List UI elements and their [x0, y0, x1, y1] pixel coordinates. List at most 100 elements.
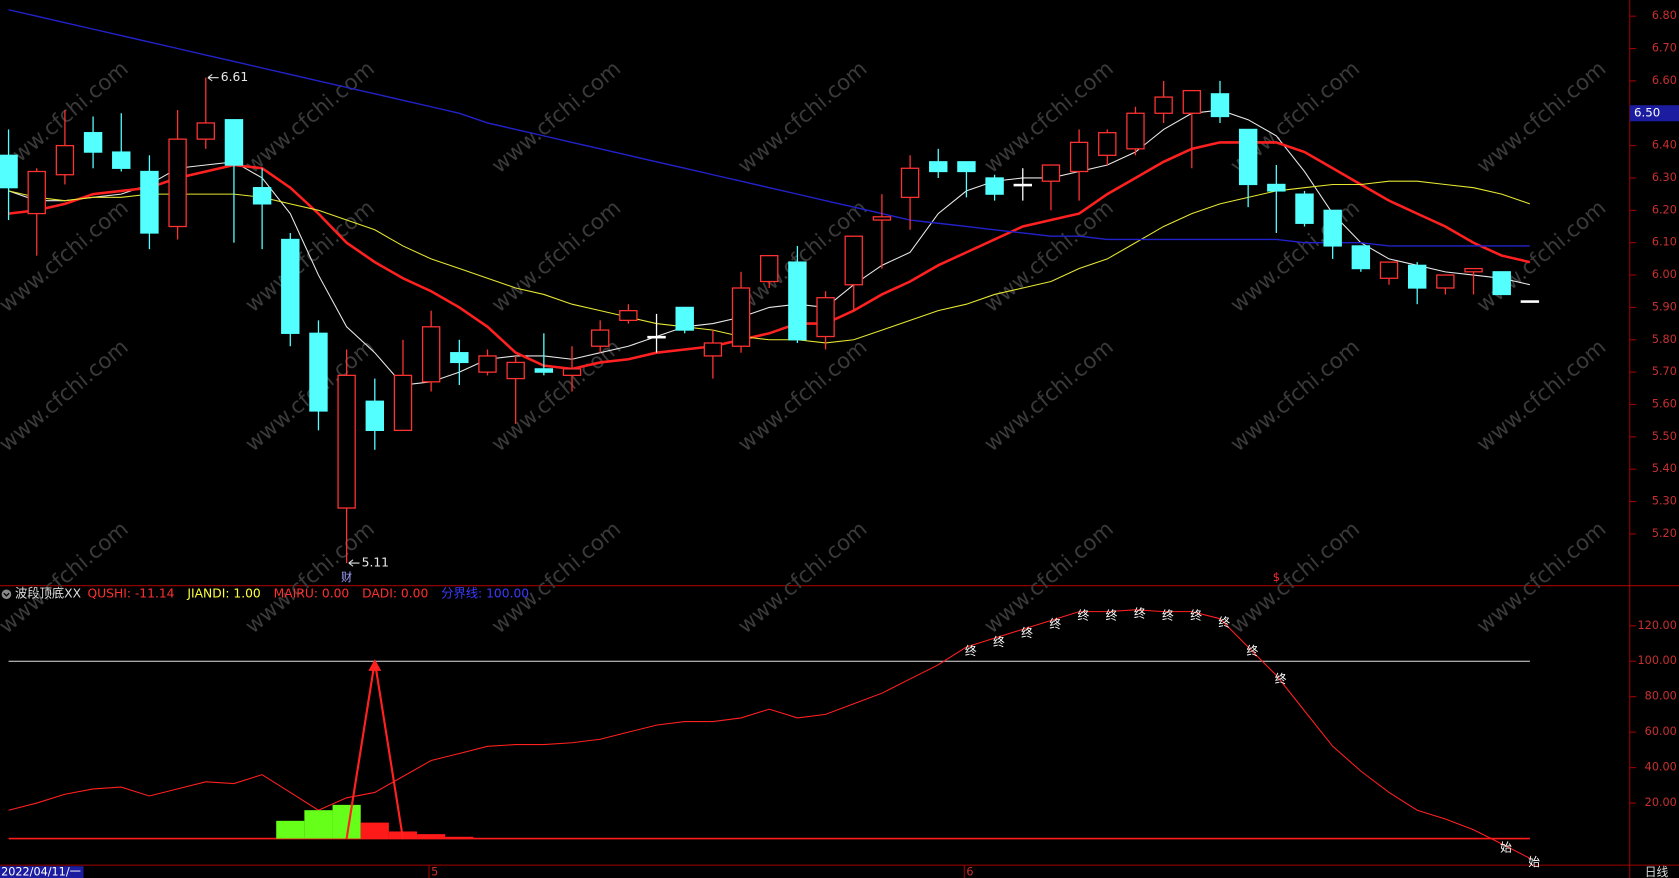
candle-body: [929, 161, 948, 173]
y-tick-label: 6.80: [1652, 9, 1677, 22]
candle-body: [675, 306, 694, 331]
candle-body: [1464, 267, 1483, 273]
candle-body: [27, 170, 46, 215]
annotation-label: 6.61: [221, 70, 248, 84]
y-tick-label: 60.00: [1645, 725, 1677, 738]
signal-label: 终: [1190, 608, 1202, 622]
candle-body: [1013, 183, 1032, 187]
candle-body: [55, 144, 75, 176]
candle-body: [1154, 96, 1173, 114]
candle-body: [478, 355, 497, 373]
y-tick-label: 5.50: [1652, 430, 1677, 443]
candle-body: [703, 342, 723, 357]
indicator-readout: JIANDI: 1.00: [186, 587, 260, 601]
signal-label: 终: [965, 644, 977, 658]
y-tick-label: 20.00: [1645, 796, 1677, 809]
candle-body: [1407, 264, 1427, 289]
candle-body: [590, 329, 610, 347]
y-tick-label: 5.60: [1652, 397, 1677, 410]
y-tick-label: 5.40: [1652, 462, 1677, 475]
signal-label: 始: [1500, 841, 1512, 855]
x-tick-label: 6: [966, 866, 973, 878]
candle-body: [900, 167, 920, 199]
indicator-line: [8, 609, 1531, 859]
indicator-bar: [276, 820, 305, 839]
signal-label: 终: [1106, 608, 1118, 622]
candle-body: [140, 170, 159, 234]
candle-body: [393, 374, 413, 432]
collapse-icon: [1, 589, 12, 600]
candle-body: [1267, 183, 1286, 192]
candle-body: [196, 122, 215, 140]
candle-body: [1323, 209, 1342, 247]
y-tick-label: 5.30: [1652, 495, 1677, 508]
candle-body: [365, 400, 385, 432]
candle-body: [1098, 132, 1117, 156]
candle-body: [112, 151, 131, 169]
candle-body: [731, 287, 751, 347]
signal-label: 终: [1275, 672, 1287, 686]
annotation-arrow: [348, 559, 360, 567]
indicator-bar: [304, 810, 333, 839]
ma-line: [8, 141, 1531, 371]
ma-line: [8, 9, 1530, 247]
candle-body: [337, 374, 356, 509]
signal-label: 终: [1162, 608, 1174, 622]
event-marker: $: [1273, 571, 1280, 584]
candle-body: [985, 177, 1004, 195]
y-tick-label: 6.00: [1652, 268, 1677, 281]
candle-body: [760, 254, 779, 283]
candle-body: [83, 132, 103, 153]
candle-body: [1069, 141, 1089, 173]
candle-body: [1041, 164, 1061, 182]
y-tick-label: 6.20: [1652, 203, 1677, 216]
candle-body: [421, 326, 441, 383]
y-tick-label: 6.40: [1652, 139, 1677, 152]
indicator-readout: 分界线: 100.00: [441, 587, 529, 601]
signal-label: 终: [993, 635, 1005, 649]
signal-label: 终: [1247, 644, 1259, 658]
y-tick-label: 6.60: [1652, 74, 1677, 87]
candle-body: [1379, 261, 1399, 279]
candle-body: [224, 119, 244, 166]
indicator-readout: QUSHI: -11.14: [87, 587, 174, 601]
signal-label: 终: [1218, 615, 1230, 629]
x-tick-label: 5: [431, 866, 438, 878]
candle-body: [1182, 89, 1202, 114]
signal-label: 始: [1528, 855, 1540, 869]
y-tick-label: 6.30: [1652, 171, 1677, 184]
y-tick-label: 6.10: [1652, 236, 1677, 249]
candle-body: [1492, 271, 1511, 296]
y-tick-label: 120.00: [1638, 619, 1677, 632]
indicator-bar: [445, 836, 474, 839]
candle-body: [1295, 193, 1314, 224]
indicator-bar: [417, 834, 446, 839]
candle-body: [281, 238, 300, 334]
collapse-chevron: [3, 592, 10, 597]
candle-body: [252, 187, 272, 205]
y-tick-label: 6.70: [1652, 42, 1677, 55]
annotation-label: 5.11: [362, 556, 389, 570]
period-label: 日线: [1645, 865, 1669, 878]
candle-body: [647, 335, 666, 339]
y-tick-label: 5.20: [1652, 527, 1677, 540]
candle-body: [1210, 93, 1230, 118]
signal-label: 终: [1021, 626, 1033, 640]
candle-body: [1351, 245, 1371, 270]
y-tick-label: 40.00: [1645, 761, 1677, 774]
indicator-readout: MAIRU: 0.00: [274, 587, 350, 601]
y-tick-label: 5.90: [1652, 300, 1677, 313]
candle-body: [619, 309, 638, 321]
candle-body: [168, 138, 187, 228]
candle-body: [957, 161, 976, 173]
event-marker: 财: [341, 570, 352, 584]
y-tick-label: 5.70: [1652, 365, 1677, 378]
candle-body: [1520, 300, 1540, 303]
candle-body: [816, 297, 835, 338]
signal-label: 终: [1078, 608, 1090, 622]
signal-label: 终: [1134, 607, 1146, 621]
candle-body: [1126, 112, 1145, 150]
